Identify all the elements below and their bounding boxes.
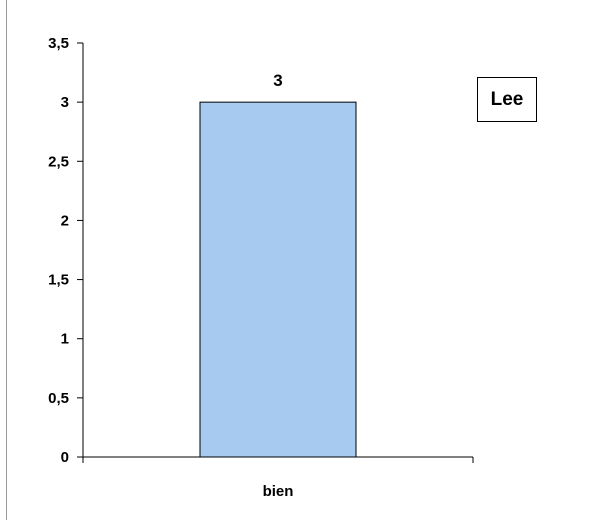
legend-box: Lee xyxy=(477,77,537,122)
y-tick-label: 3,5 xyxy=(48,35,69,52)
bar xyxy=(199,101,357,458)
bar-data-label: 3 xyxy=(273,71,282,90)
y-tick-label: 3 xyxy=(61,94,69,111)
legend-label: Lee xyxy=(490,88,524,110)
y-tick-label: 1 xyxy=(61,331,69,348)
page-border xyxy=(6,0,7,520)
y-tick-label: 2 xyxy=(61,212,69,229)
x-tick-label: bien xyxy=(263,483,294,500)
y-tick-label: 0 xyxy=(61,449,69,466)
y-tick-label: 1,5 xyxy=(48,272,69,289)
y-tick-label: 2,5 xyxy=(48,153,69,170)
y-tick-label: 0,5 xyxy=(48,390,69,407)
